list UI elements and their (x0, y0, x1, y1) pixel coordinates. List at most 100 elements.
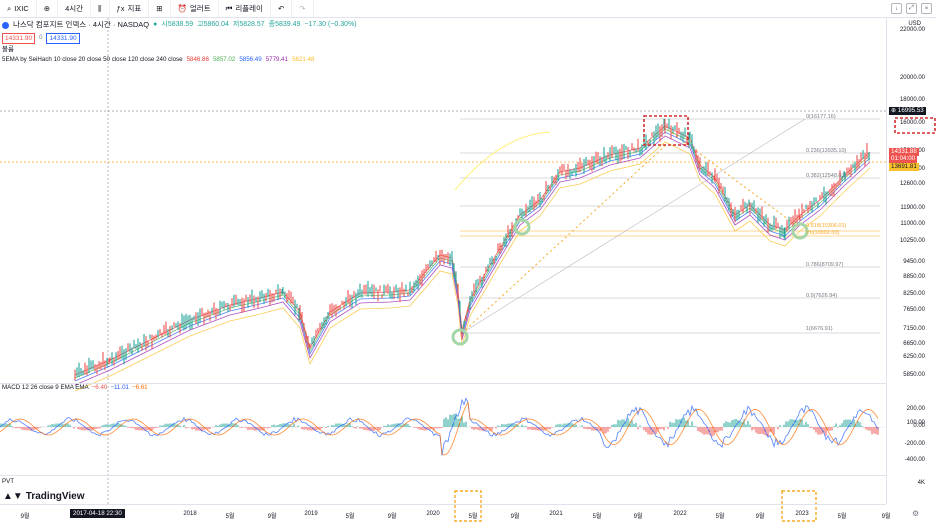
time-axis-label: 5월 (345, 514, 355, 520)
fullscreen-icon[interactable]: ⤢ (906, 3, 917, 14)
macd-line (0, 401, 879, 456)
legend-low: 저5828.57 (232, 21, 265, 28)
settings-gear-icon[interactable]: ⚙ (912, 509, 920, 518)
crosshair-price-value: 16995.53 (897, 107, 924, 114)
price-axis-label: 7650.00 (903, 307, 925, 313)
pvt-label[interactable]: PVT (2, 478, 15, 485)
currency-label[interactable]: USD (908, 21, 921, 27)
legend-close: 종5839.49 (268, 21, 301, 28)
macd-line (0, 397, 879, 456)
undo-button[interactable]: ↶ (271, 0, 293, 17)
macd-label[interactable]: MACD 12 26 close 9 EMA EMA (2, 384, 89, 391)
legend-high: 고5860.04 (197, 21, 229, 28)
close-icon[interactable]: × (921, 3, 932, 14)
ema-value-50: 5856.49 (239, 56, 262, 63)
interval-label: 4시간 (65, 4, 84, 13)
ema-line (74, 131, 871, 382)
bid-box[interactable]: 14331.90 (2, 32, 36, 44)
time-axis-label: 2018 (183, 511, 197, 517)
replay-button[interactable]: ⏮ 리플레이 (219, 0, 271, 17)
time-axis-label: 9월 (510, 514, 520, 520)
ema-line (74, 141, 871, 392)
ema-value-5: 5846.86 (186, 56, 209, 63)
ema-label[interactable]: 5EMA by SeiHach 10 close 20 close 50 clo… (2, 56, 183, 63)
replay-label: 리플레이 (235, 4, 263, 13)
price-axis-label: 20000.00 (899, 75, 925, 81)
macd-axis-label: -400.00 (904, 457, 925, 463)
legend-title-row: 나스닥 컴포지트 인덱스 · 4시간 · NASDAQ ● 시5838.59 고… (2, 20, 357, 30)
crosshair-time-tag: 2017-04-18 22:30 (70, 509, 125, 518)
search-icon: ⌕ (7, 3, 12, 13)
tradingview-logo: ▲▼ TradingView (3, 491, 85, 502)
indicators-icon: ƒx (116, 4, 125, 13)
last-price-tag: 14331.88 (889, 148, 919, 156)
price-axis-label: 22000.00 (899, 27, 925, 33)
compare-button[interactable]: ⊕ (37, 0, 59, 17)
pane-divider-pvt (0, 475, 886, 476)
curve-arrow (454, 131, 551, 191)
legend-volume-row: 볼륨 (2, 45, 357, 55)
layout-button[interactable]: ⊞ (149, 0, 171, 17)
crosshair-price-tag: ⊕ 16995.53 (889, 107, 926, 115)
spread-label: 0 (39, 35, 43, 41)
time-axis-label: 2019 (304, 511, 318, 517)
macd-line-value: −11.01 (110, 384, 129, 391)
indicators-button[interactable]: ƒx 지표 (110, 0, 150, 17)
ema-price-tag: 13691.81 (889, 163, 919, 171)
ema-value-20: 5857.02 (212, 56, 236, 63)
trend-line-dotted-up (461, 142, 669, 334)
volume-label[interactable]: 볼륨 (2, 46, 14, 53)
price-highlight-box (894, 117, 936, 134)
ema-value-120: 5779.41 (265, 56, 289, 63)
ask-box[interactable]: 14331.90 (46, 32, 80, 44)
price-axis-label: 18000.00 (899, 97, 925, 103)
legend-dot-icon: ● (153, 21, 158, 28)
redo-button[interactable]: ↷ (292, 0, 314, 17)
chart-legend: 나스닥 컴포지트 인덱스 · 4시간 · NASDAQ ● 시5838.59 고… (2, 20, 357, 65)
fib-label-0382: 0.382(12548.07) (806, 173, 847, 179)
macd-axis-label: -200.00 (904, 441, 925, 447)
bottom-marker-2020 (451, 328, 469, 346)
legend-ema-row: 5EMA by SeiHach 10 close 20 close 50 clo… (2, 55, 357, 65)
price-axis[interactable]: USD 22000.0020000.0018000.0016000.001500… (886, 18, 936, 504)
price-axis-label: 7150.00 (903, 326, 925, 332)
ema-line (74, 128, 871, 379)
crosshair-plus-icon: ⊕ (891, 107, 897, 114)
fib-label-vb: Vb(10002.00) (806, 230, 840, 236)
redo-icon: ↷ (299, 4, 306, 13)
time-highlight-2020 (454, 490, 482, 522)
interval-button[interactable]: 4시간 (58, 0, 92, 17)
chart-type-button[interactable]: ⫼ (91, 0, 110, 17)
legend-title[interactable]: 나스닥 컴포지트 인덱스 · 4시간 · NASDAQ (13, 20, 150, 29)
replay-icon: ⏮ (225, 3, 233, 13)
legend-bidask-row: 14331.90 0 14331.90 (2, 32, 357, 44)
time-axis-label: 2022 (673, 511, 687, 517)
plus-circle-icon: ⊕ (43, 4, 51, 13)
fib-label-0786: 0.786(8709.97) (806, 262, 844, 268)
price-axis-label: 5850.00 (903, 372, 925, 378)
price-axis-label: 8850.00 (903, 274, 925, 280)
ema-line (74, 125, 871, 376)
time-axis-label: 9월 (633, 514, 643, 520)
price-axis-label: 8250.00 (903, 291, 925, 297)
time-axis-label: 9월 (881, 514, 891, 520)
time-axis-label: 9월 (755, 514, 765, 520)
symbol-label: IXIC (14, 4, 29, 13)
alert-button[interactable]: ⏰ 얼러트 (171, 0, 219, 17)
fib-label-1: 1(6676.91) (806, 326, 833, 332)
fib-label-09: 0.9(7626.94) (806, 293, 838, 299)
time-axis-label: 9월 (20, 514, 30, 520)
countdown-tag: 01:04:00 (889, 155, 918, 163)
time-axis-label: 9월 (267, 514, 277, 520)
download-icon[interactable]: ↓ (891, 3, 902, 14)
price-axis-label: 11000.00 (900, 221, 925, 227)
indicators-label: 지표 (127, 4, 142, 13)
legend-change: −17.30 (−0.30%) (304, 21, 357, 28)
symbol-search[interactable]: ⌕ IXIC (0, 0, 37, 17)
price-axis-label: 6250.00 (903, 354, 925, 360)
trend-line-grey (461, 118, 806, 334)
time-axis[interactable]: 9월 2018 5월 9월 2019 5월 9월 2020 5월 9월 2021 5월 9월 2022 5월… (0, 504, 919, 525)
watermark-text: TradingView (25, 491, 85, 502)
price-axis-label: 11900.00 (900, 205, 925, 211)
